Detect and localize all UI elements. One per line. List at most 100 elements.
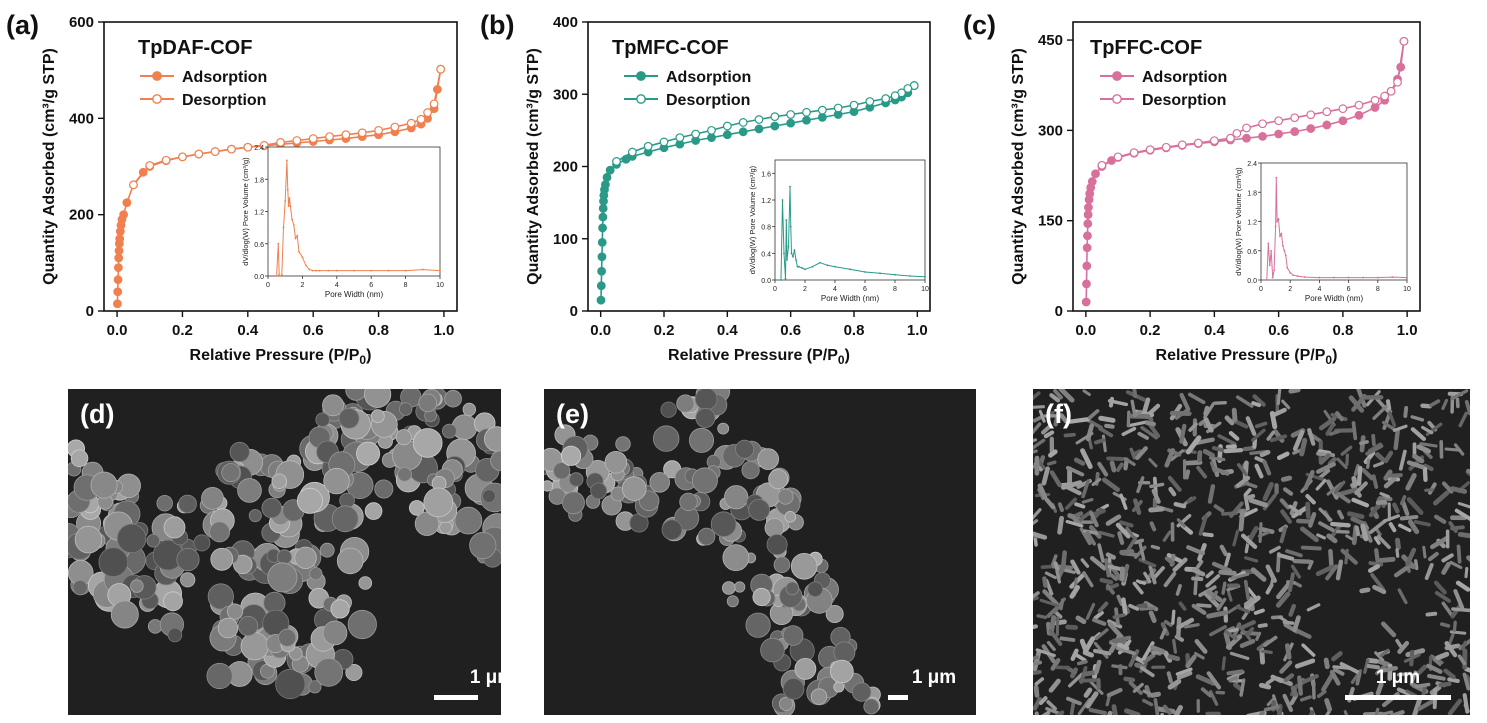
fiber — [1069, 699, 1076, 715]
particle — [238, 616, 259, 637]
data-point-adsorption — [114, 246, 124, 256]
inset-data-point — [284, 199, 287, 202]
fiber — [1379, 492, 1390, 499]
fiber — [1262, 481, 1274, 502]
fiber — [1104, 423, 1115, 429]
fiber — [1213, 401, 1227, 405]
fiber — [1138, 558, 1157, 568]
fiber — [1345, 453, 1349, 467]
fiber — [1194, 639, 1208, 654]
particle — [779, 696, 794, 711]
fiber — [1406, 497, 1424, 515]
fiber — [1346, 511, 1365, 520]
particle — [735, 439, 755, 459]
fiber — [1288, 603, 1296, 617]
fiber — [1429, 535, 1450, 550]
fiber — [1401, 500, 1410, 517]
fiber — [1102, 477, 1120, 492]
fiber — [1033, 660, 1042, 666]
fiber — [1128, 649, 1140, 668]
particle — [590, 482, 607, 500]
inset-x-tick-label: 0 — [773, 286, 777, 293]
fiber — [1217, 434, 1237, 446]
inset-data-point — [1296, 275, 1299, 277]
data-point-desorption — [643, 141, 653, 151]
fiber — [1206, 671, 1222, 690]
fiber — [1269, 574, 1275, 590]
particle — [412, 428, 443, 458]
fiber — [1163, 650, 1173, 663]
particle — [741, 461, 760, 480]
fiber — [1374, 707, 1380, 715]
particle — [544, 480, 553, 492]
fiber — [1407, 519, 1420, 535]
inset-x-tick-label: 0 — [266, 282, 270, 289]
fiber — [1209, 625, 1227, 637]
particle — [691, 467, 718, 494]
inset-y-axis-label: dV/dlog(W) Pore Volume (cm³/g) — [241, 157, 250, 266]
fiber — [1232, 529, 1240, 547]
fiber — [1033, 438, 1046, 450]
legend-marker — [152, 71, 162, 81]
particle — [338, 407, 360, 429]
fiber — [1195, 674, 1217, 686]
fiber — [1105, 694, 1111, 707]
fiber — [1033, 596, 1039, 601]
data-point-desorption — [675, 133, 685, 143]
particle — [784, 511, 797, 523]
fiber — [1172, 557, 1188, 572]
data-point-desorption — [722, 121, 732, 131]
fiber — [1116, 462, 1124, 472]
inset-data-point — [439, 269, 441, 272]
fiber — [1033, 391, 1041, 401]
particle — [833, 641, 856, 664]
y-tick-label: 400 — [69, 110, 94, 127]
inset-data-point — [327, 269, 330, 272]
fiber — [1037, 483, 1048, 499]
plot-frame — [103, 21, 458, 312]
panel-label-d: (d) — [80, 399, 115, 429]
fiber — [1412, 453, 1425, 464]
fiber — [1212, 466, 1230, 476]
fiber — [1188, 422, 1198, 432]
fiber — [1185, 435, 1202, 455]
fiber — [1137, 431, 1149, 440]
fiber — [1097, 543, 1105, 563]
data-point-adsorption — [786, 118, 796, 128]
fiber — [1082, 650, 1095, 658]
data-point-desorption — [1097, 160, 1107, 170]
particle — [399, 402, 413, 416]
fiber — [1254, 421, 1268, 429]
x-tick-label: 1.0 — [433, 322, 454, 339]
particle — [323, 467, 350, 495]
particle — [562, 491, 585, 515]
fiber — [1063, 432, 1076, 438]
inset-data-point — [1283, 249, 1286, 252]
fiber — [1405, 473, 1417, 491]
data-point-desorption — [1242, 123, 1251, 133]
fiber — [1258, 526, 1275, 534]
data-point-desorption — [786, 110, 796, 119]
particle — [760, 637, 785, 663]
fiber — [1060, 550, 1068, 569]
x-tick-label: 0.6 — [303, 322, 324, 339]
particle — [261, 497, 282, 519]
inset-data-point — [781, 199, 784, 201]
fiber — [1376, 534, 1391, 549]
inset-x-axis-label: Pore Width (nm) — [1305, 294, 1364, 303]
x-tick-label: 0.0 — [107, 322, 128, 339]
fiber — [1148, 458, 1158, 468]
fiber — [1327, 456, 1337, 466]
inset-x-tick-label: 8 — [404, 282, 408, 289]
inset-x-tick-label: 10 — [1403, 286, 1411, 293]
inset-data-point — [286, 159, 288, 162]
fiber — [1325, 423, 1335, 436]
fiber — [1229, 651, 1250, 661]
fiber — [1075, 432, 1094, 445]
fiber — [1300, 545, 1322, 551]
inset-data-point — [1280, 232, 1283, 235]
particle — [296, 487, 323, 514]
fiber — [1277, 553, 1295, 561]
inset-y-axis-label: dV/dlog(W) Pore Volume (cm³/g) — [748, 165, 757, 274]
fiber — [1376, 659, 1390, 667]
